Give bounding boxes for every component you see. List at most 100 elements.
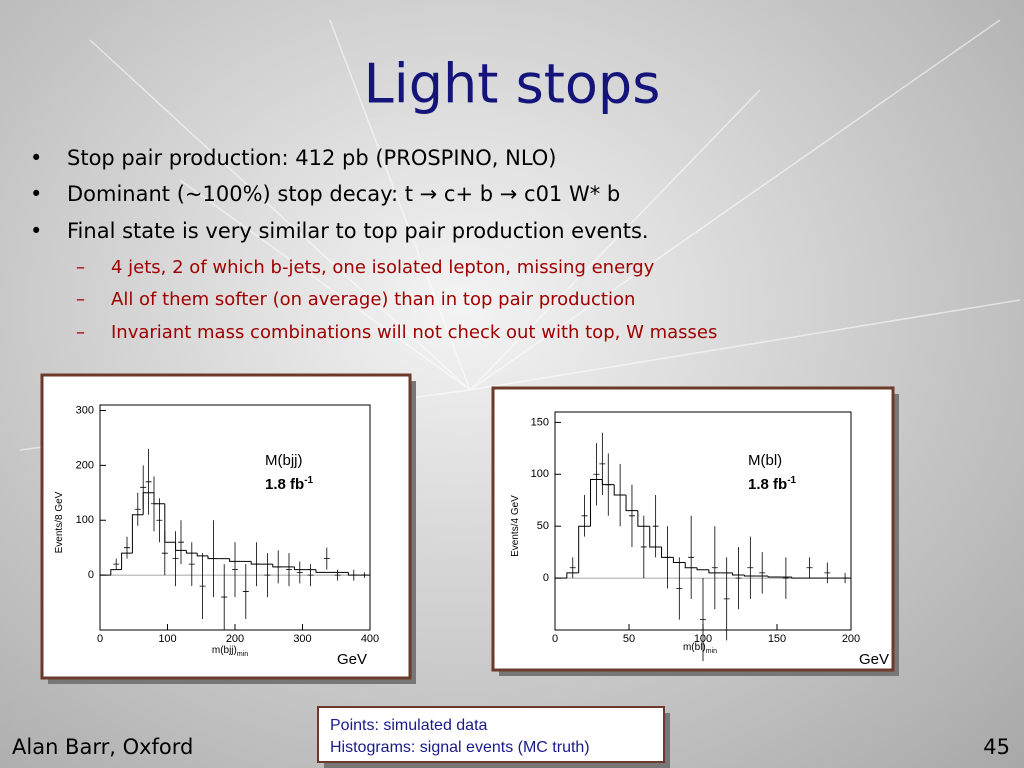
x-axis-label-sub: min — [706, 648, 717, 655]
data-point — [747, 536, 754, 599]
histogram-bin — [649, 526, 662, 548]
luminosity-sup: -1 — [787, 475, 796, 486]
histogram-bin — [696, 567, 709, 571]
histogram-bin — [121, 552, 133, 570]
data-point — [688, 515, 695, 599]
data-point — [569, 557, 576, 579]
y-axis-label: Events/8 GeV — [54, 491, 65, 553]
y-tick-label: 100 — [531, 468, 549, 480]
note-line: Histograms: signal events (MC truth) — [330, 739, 590, 756]
y-tick-label: 200 — [76, 459, 94, 471]
histogram-bin — [131, 514, 144, 554]
data-point — [232, 542, 238, 598]
data-point — [842, 572, 849, 584]
x-tick-label: 0 — [97, 633, 103, 645]
histogram-bin — [672, 557, 686, 564]
data-point — [652, 495, 659, 558]
data-point — [759, 552, 766, 594]
histogram-bin — [637, 510, 650, 527]
data-point — [134, 492, 141, 526]
sub-dash: – — [76, 289, 85, 310]
data-point — [361, 572, 368, 578]
x-tick-label: 400 — [361, 633, 379, 645]
histogram-bin — [791, 577, 804, 579]
data-point — [242, 564, 249, 620]
data-point — [178, 520, 184, 565]
x-tick-label: 200 — [842, 633, 860, 645]
x-axis-label: m(bl)min — [683, 642, 717, 655]
bullet: Dominant (~100%) stop decay: t → c+ b → … — [67, 182, 620, 206]
x-axis-label-sub: min — [237, 651, 248, 658]
note-box — [317, 706, 665, 763]
y-tick-label: 0 — [88, 569, 94, 581]
slide-title: Light stops — [364, 53, 661, 116]
data-point — [599, 432, 606, 496]
x-tick-label: 50 — [623, 633, 635, 645]
bullet-dot: • — [30, 146, 42, 170]
note-line: Points: simulated data — [330, 717, 488, 734]
histogram-bin — [625, 495, 638, 512]
histogram-bin — [590, 478, 603, 527]
data-point — [210, 520, 217, 598]
data-point — [350, 569, 357, 581]
sub-dash: – — [76, 257, 85, 278]
data-point — [617, 463, 624, 527]
data-point — [806, 557, 813, 579]
annotation: M(bjj) — [265, 452, 303, 469]
data-point — [700, 578, 706, 662]
histogram-bin — [110, 569, 122, 576]
x-axis-label-main: m(bl) — [683, 642, 706, 653]
histogram-bin — [185, 550, 198, 554]
x-tick-label: 300 — [293, 633, 311, 645]
sub-bullet: All of them softer (on average) than in … — [111, 289, 635, 310]
luminosity-sup: -1 — [304, 475, 313, 486]
x-axis-label: m(bjj)min — [212, 645, 248, 658]
y-tick-label: 50 — [537, 520, 549, 532]
histogram-bin — [732, 572, 745, 576]
data-point — [664, 526, 671, 589]
histogram-bin — [767, 576, 780, 578]
histogram-bin — [566, 572, 579, 579]
histogram-bin — [578, 525, 591, 573]
data-point — [124, 536, 130, 559]
y-tick-label: 300 — [76, 404, 94, 416]
data-point — [161, 531, 168, 576]
data-point — [275, 550, 282, 584]
data-point — [323, 547, 330, 570]
data-point — [581, 495, 588, 537]
data-point — [640, 515, 647, 579]
x-tick-label: 0 — [552, 633, 558, 645]
data-point — [711, 526, 718, 610]
data-point — [145, 448, 152, 515]
data-point — [151, 476, 157, 532]
data-point — [172, 531, 179, 587]
data-point — [782, 557, 789, 599]
y-tick-label: 100 — [76, 514, 94, 526]
luminosity: 1.8 fb-1 — [748, 475, 797, 493]
luminosity-value: 1.8 fb — [265, 476, 304, 493]
plot-panel — [491, 386, 895, 672]
unit-label: GeV — [859, 651, 889, 668]
data-point — [334, 569, 341, 581]
x-axis-label-main: m(bjj) — [212, 645, 237, 656]
histogram-bin — [708, 569, 721, 574]
x-tick-label: 150 — [768, 633, 786, 645]
x-tick-label: 100 — [158, 633, 176, 645]
bullet-dot: • — [30, 182, 42, 206]
footer-author: Alan Barr, Oxford — [12, 735, 193, 759]
data-point — [735, 546, 742, 610]
bullets: • Stop pair production: 412 pb (PROSPINO… — [30, 146, 717, 343]
data-point — [628, 484, 635, 547]
bullet: Final state is very similar to top pair … — [67, 219, 649, 243]
annotation: M(bl) — [748, 452, 782, 469]
luminosity: 1.8 fb-1 — [265, 475, 314, 493]
histogram-bin — [315, 569, 327, 573]
histogram-bin — [743, 574, 757, 577]
y-tick-label: 0 — [543, 572, 549, 584]
data-point — [723, 557, 730, 641]
unit-label: GeV — [337, 651, 367, 668]
data-point — [824, 562, 831, 584]
sub-bullet: 4 jets, 2 of which b-jets, one isolated … — [111, 257, 655, 278]
